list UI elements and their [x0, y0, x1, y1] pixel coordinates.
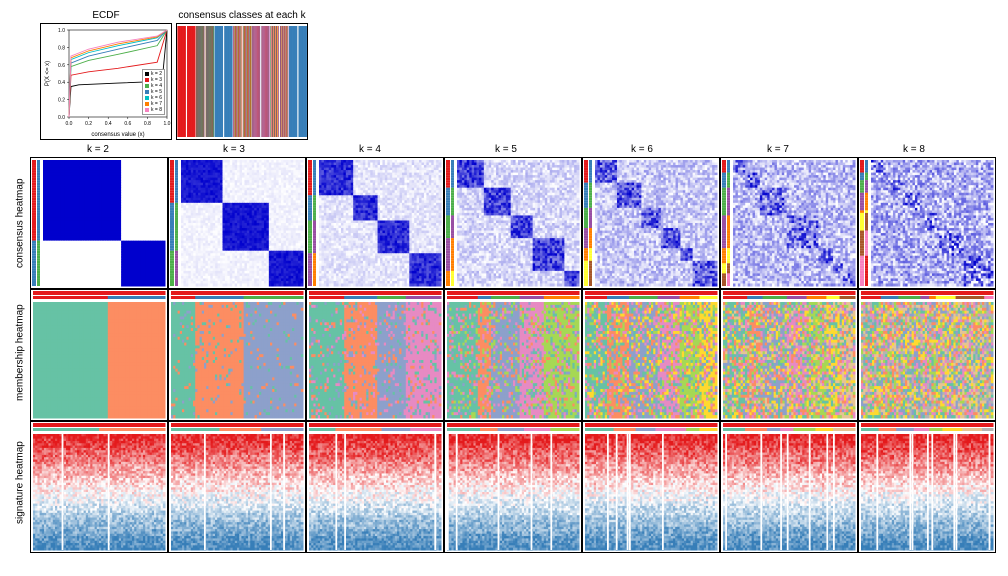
membership-heatmap-cell [30, 289, 168, 421]
membership-heatmap-cell [306, 289, 444, 421]
main-grid: consensus heatmapmembership heatmapsigna… [10, 144, 998, 553]
svg-text:0.8: 0.8 [58, 45, 65, 51]
k-label: k = 8 [846, 144, 982, 157]
consensus-classes-panel [176, 23, 308, 140]
consensus-heatmap-cell [720, 157, 858, 289]
svg-text:0.8: 0.8 [144, 121, 151, 127]
k-label: k = 7 [710, 144, 846, 157]
row-label: membership heatmap [10, 288, 30, 418]
legend-item: k = 8 [145, 107, 162, 113]
k-label: k = 3 [166, 144, 302, 157]
row-label: signature heatmap [10, 418, 30, 548]
figure-container: ECDF 0.0 0.2 0.4 0.6 0.8 1.0 0.0 0.2 0.4 0.6 0.8 1.… [10, 10, 998, 553]
consensus-classes-title: consensus classes at each k [176, 10, 308, 21]
signature-heatmap-cell [582, 421, 720, 553]
signature-heatmap-cell [858, 421, 996, 553]
k-label: k = 4 [302, 144, 438, 157]
membership-heatmap-cell [720, 289, 858, 421]
ecdf-legend: k = 2k = 3k = 4k = 5k = 6k = 7k = 8 [142, 69, 165, 115]
svg-text:0.0: 0.0 [58, 115, 65, 121]
consensus-heatmap-cell [30, 157, 168, 289]
signature-heatmap-cell [168, 421, 306, 553]
k-label: k = 5 [438, 144, 574, 157]
row-label-column: consensus heatmapmembership heatmapsigna… [10, 144, 30, 553]
grid-body: k = 2k = 3k = 4k = 5k = 6k = 7k = 8 [30, 144, 998, 553]
svg-text:P(X <= x): P(X <= x) [45, 61, 51, 86]
consensus-heatmap-cell [582, 157, 720, 289]
svg-text:0.2: 0.2 [58, 98, 65, 104]
svg-text:0.4: 0.4 [58, 80, 65, 86]
ecdf-panel: 0.0 0.2 0.4 0.6 0.8 1.0 0.0 0.2 0.4 0.6 0.8 1.0 cons… [40, 23, 172, 140]
svg-text:1.0: 1.0 [58, 28, 65, 34]
top-row: ECDF 0.0 0.2 0.4 0.6 0.8 1.0 0.0 0.2 0.4 0.6 0.8 1.… [40, 10, 998, 140]
signature-heatmap-cell [444, 421, 582, 553]
svg-text:0.4: 0.4 [105, 121, 112, 127]
membership-heatmap-cell [168, 289, 306, 421]
signature-heatmap-cell [720, 421, 858, 553]
svg-text:consensus value (x): consensus value (x) [91, 132, 144, 138]
svg-text:0.6: 0.6 [124, 121, 131, 127]
consensus-heatmap-cell [168, 157, 306, 289]
consensus-heatmap-cell [306, 157, 444, 289]
consensus-heatmap-cell [444, 157, 582, 289]
membership-heatmap-cell [444, 289, 582, 421]
ecdf-title: ECDF [40, 10, 172, 21]
membership-heatmap-cell [582, 289, 720, 421]
grid-row [30, 421, 998, 553]
svg-text:1.0: 1.0 [164, 121, 171, 127]
k-label: k = 2 [30, 144, 166, 157]
signature-heatmap-cell [30, 421, 168, 553]
svg-text:0.2: 0.2 [85, 121, 92, 127]
membership-heatmap-cell [858, 289, 996, 421]
svg-text:0.6: 0.6 [58, 63, 65, 69]
svg-text:0.0: 0.0 [66, 121, 73, 127]
column-headers: k = 2k = 3k = 4k = 5k = 6k = 7k = 8 [30, 144, 998, 157]
grid-row [30, 289, 998, 421]
k-label: k = 6 [574, 144, 710, 157]
grid-row [30, 157, 998, 289]
signature-heatmap-cell [306, 421, 444, 553]
consensus-classes-wrapper: consensus classes at each k [176, 10, 308, 140]
grid-rows [30, 157, 998, 553]
ecdf-wrapper: ECDF 0.0 0.2 0.4 0.6 0.8 1.0 0.0 0.2 0.4 0.6 0.8 1.… [40, 10, 172, 140]
consensus-heatmap-cell [858, 157, 996, 289]
row-label: consensus heatmap [10, 158, 30, 288]
